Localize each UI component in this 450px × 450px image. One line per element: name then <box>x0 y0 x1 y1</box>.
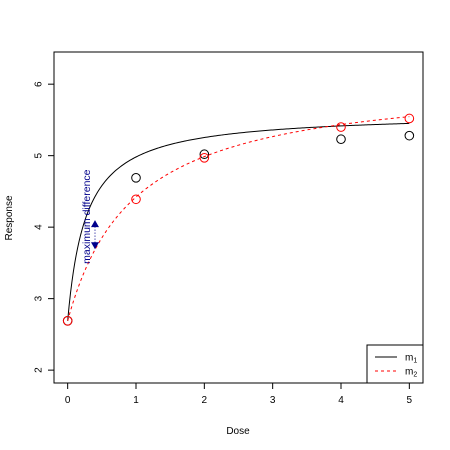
point-m2 <box>62 316 73 326</box>
point-m2 <box>131 194 141 205</box>
point-m1 <box>199 149 210 160</box>
legend-label: m2 <box>405 367 417 379</box>
curve-m2 <box>67 116 410 321</box>
y-tick-label: 5 <box>34 152 45 158</box>
point-m2 <box>199 153 210 163</box>
point-m1 <box>131 173 141 183</box>
x-tick-label: 0 <box>65 395 71 406</box>
point-m2 <box>404 113 415 124</box>
y-axis-label: Response <box>4 195 15 240</box>
legend-box <box>366 344 424 384</box>
point-m2 <box>336 122 346 132</box>
y-axis: 2 3 4 5 6 <box>34 81 55 373</box>
fitted-curves <box>67 116 410 321</box>
down-triangle <box>91 242 99 250</box>
x-tick-label: 1 <box>133 395 139 406</box>
y-tick-label: 2 <box>34 367 45 373</box>
point-m1 <box>336 134 346 145</box>
observed-points <box>62 113 415 326</box>
x-axis-label: Dose <box>226 426 250 437</box>
plot-frame <box>53 51 424 384</box>
x-tick-label: 5 <box>407 395 413 406</box>
x-tick-label: 2 <box>202 395 208 406</box>
annotation-text: maximum difference <box>81 169 93 264</box>
max-difference-annotation: maximum difference <box>81 169 99 264</box>
y-tick-label: 3 <box>34 295 45 301</box>
y-tick-label: 4 <box>34 224 45 230</box>
legend-label: m1 <box>405 353 417 365</box>
up-triangle <box>91 220 99 228</box>
x-axis: 0 1 2 3 4 5 <box>65 382 413 406</box>
x-tick-label: 4 <box>338 395 344 406</box>
curve-m1 <box>67 122 410 321</box>
point-m1 <box>404 130 415 141</box>
y-tick-label: 6 <box>34 81 45 87</box>
x-tick-label: 3 <box>270 395 276 406</box>
